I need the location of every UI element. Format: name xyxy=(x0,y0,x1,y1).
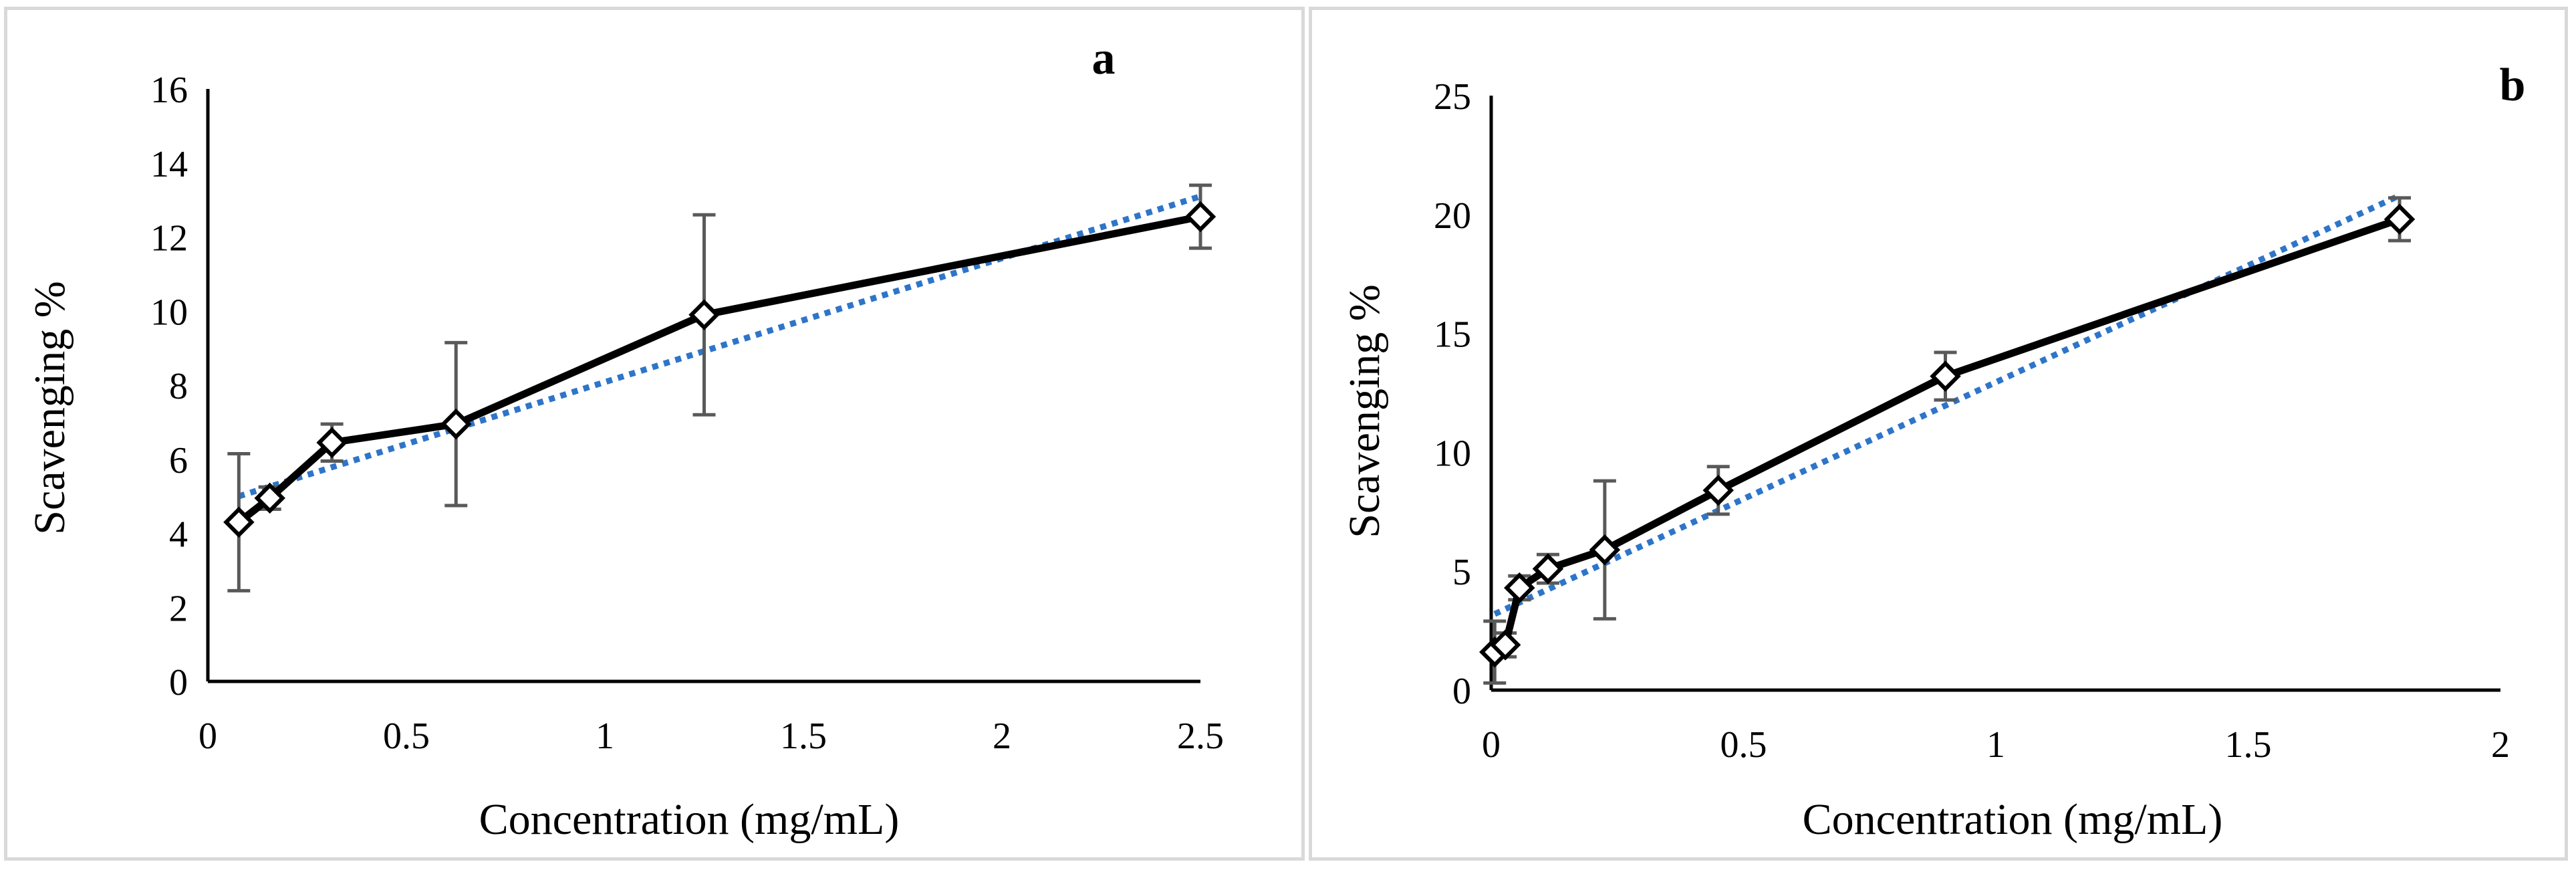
chart-a-data-point xyxy=(1184,201,1216,233)
chart-a-series-line xyxy=(236,213,1202,526)
chart-b-data-point xyxy=(1504,572,1535,604)
chart-a-data-point xyxy=(688,299,720,331)
chart-b-error-bars xyxy=(1483,196,2411,685)
chart-a-y-axis-title: Scavenging % xyxy=(25,281,74,534)
chart-b-y-tick-label: 5 xyxy=(1452,552,1471,593)
chart-b-data-point xyxy=(1489,629,1521,661)
chart-b-data-point xyxy=(1702,475,1734,506)
chart-b-y-tick-label: 25 xyxy=(1434,76,1471,118)
chart-a-x-tick-label: 1.5 xyxy=(780,716,827,757)
chart-b-y-tick-label: 0 xyxy=(1452,671,1471,712)
chart-a-x-tick-label: 1 xyxy=(596,716,614,757)
chart-a-trendline xyxy=(237,193,1202,500)
chart-a-x-axis-title: Concentration (mg/mL) xyxy=(479,795,900,844)
chart-a-tick-labels: 0 2 4 6 8 10 12 14 16 0 0.5 1 1.5 2 2.5 xyxy=(150,70,1224,757)
chart-b-series-group xyxy=(1479,203,2416,668)
chart-a-y-tick-label: 2 xyxy=(169,588,188,629)
chart-a-y-tick-label: 14 xyxy=(150,144,188,185)
chart-a-axes xyxy=(206,89,1200,683)
chart-b-panel-letter: b xyxy=(2500,60,2526,111)
chart-b-data-point xyxy=(1589,534,1621,566)
chart-a-data-point xyxy=(223,506,255,538)
chart-a-data-point xyxy=(440,408,472,440)
chart-b-axes xyxy=(1489,96,2500,692)
chart-a-data-point xyxy=(254,482,285,514)
chart-b-x-tick-label: 2 xyxy=(2491,724,2510,766)
chart-a-trendline-group xyxy=(237,193,1202,500)
chart-b-data-point xyxy=(2384,203,2416,235)
chart-b-x-tick-label: 0 xyxy=(1482,724,1501,766)
chart-a-panel-letter: a xyxy=(1092,33,1116,84)
chart-b-y-tick-label: 20 xyxy=(1434,195,1471,237)
chart-b-trendline-group xyxy=(1493,193,2401,617)
chart-b-series-line xyxy=(1493,215,2401,655)
chart-b-x-tick-label: 0.5 xyxy=(1720,724,1767,766)
chart-b-x-tick-label: 1 xyxy=(1986,724,2005,766)
chart-a-series-group xyxy=(223,201,1216,538)
chart-b-y-tick-label: 10 xyxy=(1434,433,1471,474)
chart-a-data-point xyxy=(316,427,348,459)
chart-b-data-point xyxy=(1532,553,1564,584)
chart-panel-b: 0 5 10 15 20 25 0 0.5 1 1.5 2 Concentration (mg/mL… xyxy=(1309,7,2568,861)
chart-panel-a: 0 2 4 6 8 10 12 14 16 0 0.5 1 1.5 2 2.5 Concentration … xyxy=(4,7,1305,861)
chart-b-tick-labels: 0 5 10 15 20 25 0 0.5 1 1.5 2 xyxy=(1434,76,2510,766)
chart-a-x-tick-label: 0 xyxy=(199,716,217,757)
chart-a-y-tick-label: 8 xyxy=(169,366,188,407)
chart-a-y-tick-label: 10 xyxy=(150,292,188,333)
chart-b-svg: 0 5 10 15 20 25 0 0.5 1 1.5 2 Concentration (mg/mL… xyxy=(1340,60,2526,844)
chart-a-y-tick-label: 6 xyxy=(169,440,188,481)
chart-a-y-tick-label: 4 xyxy=(169,514,188,556)
chart-b-data-point xyxy=(1930,360,1961,392)
chart-a-x-tick-label: 0.5 xyxy=(383,716,430,757)
chart-a-svg: 0 2 4 6 8 10 12 14 16 0 0.5 1 1.5 2 2.5 Concentration … xyxy=(25,33,1224,844)
chart-b-y-axis-title: Scavenging % xyxy=(1340,284,1389,538)
chart-a-y-tick-label: 12 xyxy=(150,218,188,259)
chart-b-trendline xyxy=(1493,193,2401,617)
chart-b-y-tick-label: 15 xyxy=(1434,314,1471,356)
chart-b-x-axis-title: Concentration (mg/mL) xyxy=(1803,795,2223,844)
chart-b-x-tick-label: 1.5 xyxy=(2225,724,2272,766)
chart-a-x-tick-label: 2 xyxy=(993,716,1011,757)
chart-a-y-tick-label: 16 xyxy=(150,70,188,111)
chart-a-y-tick-label: 0 xyxy=(169,662,188,703)
chart-a-x-tick-label: 2.5 xyxy=(1177,716,1224,757)
